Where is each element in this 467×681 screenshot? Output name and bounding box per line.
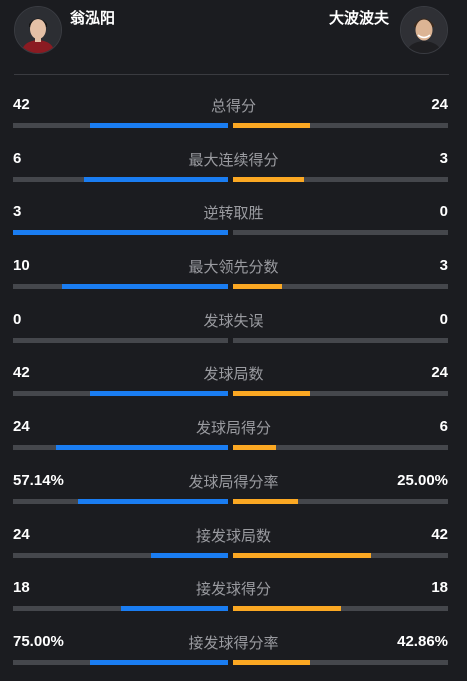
left-stat-bar-track: [13, 552, 228, 558]
right-stat-value: 18: [431, 579, 448, 597]
left-player-avatar[interactable]: [14, 6, 62, 54]
right-stat-bar-track: [233, 659, 448, 665]
left-stat-bar-fill: [83, 176, 228, 182]
left-stat-bar-fill: [77, 498, 228, 504]
stat-row: 6 最大连续得分 3: [0, 144, 467, 198]
left-stat-bar-fill: [90, 123, 228, 128]
left-stat-bar-track: [13, 230, 228, 236]
left-stat-bar-fill: [62, 284, 228, 290]
left-stat-value: 3: [13, 203, 22, 221]
right-stat-bar-fill: [233, 445, 276, 451]
right-stat-bar-track: [233, 391, 448, 397]
left-stat-bar-track: [13, 284, 228, 290]
left-stat-bar-track: [13, 337, 228, 343]
stat-label: 接发球得分: [195, 581, 271, 599]
stat-row: 42 总得分 24: [0, 90, 467, 144]
right-stat-value: 6: [439, 418, 448, 436]
right-stat-bar-fill: [233, 659, 311, 665]
header-divider: [14, 74, 449, 75]
stat-label: 最大领先分数: [188, 259, 279, 277]
stat-label: 最大连续得分: [188, 151, 279, 169]
stat-row: 3 逆转取胜 0: [0, 197, 467, 251]
left-stat-value: 75.00%: [13, 632, 64, 650]
match-header: 翁泓阳 大波波夫: [0, 0, 467, 74]
right-stat-bar-track: [233, 445, 448, 451]
right-player-photo-icon: [401, 7, 447, 53]
left-stat-value: 10: [13, 257, 30, 275]
stat-row: 75.00% 接发球得分率 42.86%: [0, 627, 467, 681]
left-stat-value: 42: [13, 364, 30, 382]
right-player-name[interactable]: 大波波夫: [328, 10, 389, 27]
left-stat-value: 57.14%: [13, 471, 64, 489]
right-stat-value: 24: [431, 364, 448, 382]
right-stat-bar-fill: [233, 284, 283, 290]
right-stat-bar-track: [233, 606, 448, 612]
left-stat-bar-fill: [90, 391, 228, 397]
left-stat-bar-track: [13, 659, 228, 665]
right-player-avatar[interactable]: [400, 6, 448, 54]
right-stat-value: 25.00%: [397, 471, 448, 489]
right-stat-value: 3: [439, 257, 448, 275]
stat-row: 42 发球局数 24: [0, 358, 467, 412]
left-player-photo-icon: [15, 7, 61, 53]
right-stat-bar-track: [233, 123, 448, 128]
left-stat-bar-fill: [150, 552, 228, 558]
left-stat-value: 42: [13, 96, 30, 113]
left-stat-value: 24: [13, 418, 30, 436]
stat-label: 发球失误: [203, 312, 264, 330]
left-stat-bar-fill: [90, 659, 228, 665]
stats-list: 42 总得分 24 6 最大连续得分 3 3 逆转取胜 0 10 最大领先分数 3 0 发球失误 0 42 发球…: [0, 90, 467, 681]
left-stat-bar-fill: [120, 606, 228, 612]
right-stat-bar-fill: [233, 552, 371, 558]
right-stat-value: 42: [431, 525, 448, 543]
stat-label: 接发球得分率: [188, 634, 279, 652]
left-stat-bar-track: [13, 391, 228, 397]
stat-row: 0 发球失误 0: [0, 305, 467, 359]
stat-label: 发球局得分: [195, 420, 271, 438]
stat-label: 发球局数: [203, 366, 264, 384]
stat-row: 24 接发球局数 42: [0, 520, 467, 574]
right-stat-bar-fill: [233, 176, 304, 182]
stat-row: 24 发球局得分 6: [0, 412, 467, 466]
right-stat-value: 0: [439, 310, 448, 328]
right-stat-bar-track: [233, 552, 448, 558]
stat-label: 接发球局数: [195, 527, 271, 545]
left-stat-bar-fill: [56, 445, 228, 451]
left-stat-value: 6: [13, 149, 22, 167]
stat-row: 18 接发球得分 18: [0, 573, 467, 627]
right-stat-value: 24: [431, 96, 448, 113]
left-stat-bar-track: [13, 445, 228, 451]
stat-label: 逆转取胜: [203, 205, 264, 223]
right-stat-value: 0: [439, 203, 448, 221]
left-stat-bar-track: [13, 498, 228, 504]
left-stat-value: 24: [13, 525, 30, 543]
left-stat-value: 18: [13, 579, 30, 597]
stat-row: 57.14% 发球局得分率 25.00%: [0, 466, 467, 520]
right-stat-bar-fill: [233, 498, 298, 504]
right-stat-bar-track: [233, 498, 448, 504]
right-stat-bar-fill: [233, 391, 311, 397]
left-stat-bar-track: [13, 176, 228, 182]
right-stat-bar-track: [233, 284, 448, 290]
right-stat-bar-track: [233, 337, 448, 343]
right-stat-bar-track: [233, 230, 448, 236]
right-stat-value: 3: [439, 149, 448, 167]
left-stat-bar-track: [13, 123, 228, 128]
left-stat-value: 0: [13, 310, 22, 328]
stat-row: 10 最大领先分数 3: [0, 251, 467, 305]
right-stat-bar-fill: [233, 606, 341, 612]
left-stat-bar-track: [13, 606, 228, 612]
right-stat-value: 42.86%: [397, 632, 448, 650]
stat-label: 发球局得分率: [188, 473, 279, 491]
stat-label: 总得分: [210, 98, 256, 115]
right-stat-bar-track: [233, 176, 448, 182]
left-stat-bar-fill: [13, 230, 228, 236]
right-stat-bar-fill: [233, 123, 311, 128]
left-player-name[interactable]: 翁泓阳: [70, 10, 116, 27]
